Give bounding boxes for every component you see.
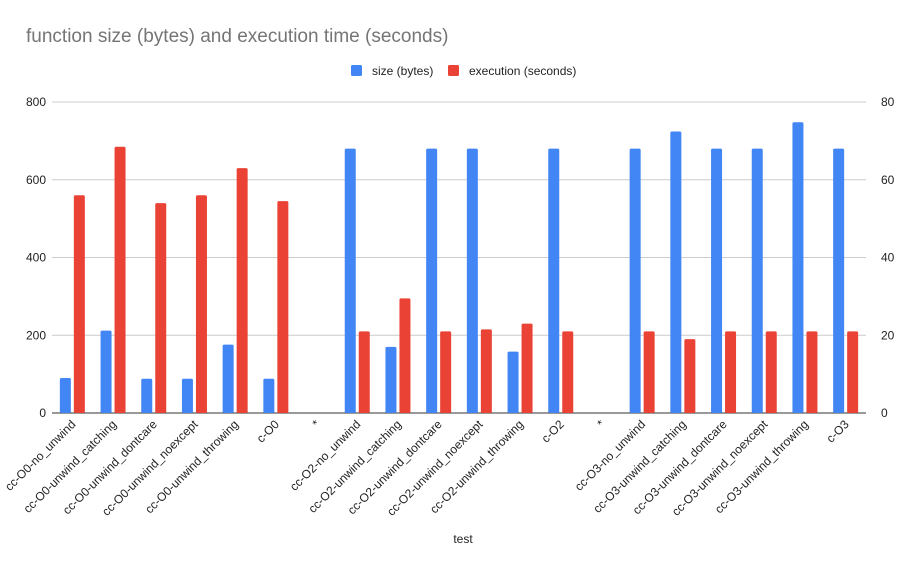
x-tick-label: * — [309, 417, 322, 430]
right-tick-label: 20 — [881, 328, 895, 342]
bar-execution-seconds — [521, 323, 533, 413]
bar-size-bytes — [629, 148, 641, 413]
bar-execution-seconds — [358, 331, 370, 413]
bar-size-bytes — [426, 148, 438, 413]
bar-size-bytes — [181, 378, 193, 413]
x-tick-label: * — [594, 417, 607, 430]
left-tick-label: 600 — [26, 173, 46, 187]
bar-size-bytes — [833, 148, 845, 413]
right-tick-label: 60 — [881, 173, 895, 187]
left-tick-label: 200 — [26, 328, 46, 342]
legend: size (bytes) execution (seconds) — [351, 64, 576, 78]
bar-execution-seconds — [73, 195, 85, 413]
bar-size-bytes — [100, 330, 112, 413]
bar-size-bytes — [344, 148, 356, 413]
x-tick-label: c-O2 — [539, 417, 568, 446]
legend-label: size (bytes) — [372, 64, 433, 78]
bar-execution-seconds — [643, 331, 655, 413]
bar-size-bytes — [670, 131, 682, 414]
bar-size-bytes — [263, 378, 275, 413]
bars — [59, 122, 859, 414]
bar-size-bytes — [385, 346, 397, 413]
right-tick-label: 80 — [881, 95, 895, 109]
x-axis-ticks: cc-O0-no_unwindcc-O0-unwind_catchingcc-O… — [2, 417, 852, 519]
left-axis-ticks: 0 200 400 600 800 — [26, 95, 46, 420]
left-tick-label: 400 — [26, 251, 46, 265]
right-tick-label: 0 — [881, 406, 888, 420]
bar-execution-seconds — [480, 329, 492, 413]
right-tick-label: 40 — [881, 251, 895, 265]
bar-execution-seconds — [847, 331, 859, 413]
bar-size-bytes — [466, 148, 478, 413]
bar-execution-seconds — [236, 168, 248, 413]
bar-execution-seconds — [277, 201, 289, 413]
bar-execution-seconds — [562, 331, 574, 413]
bar-size-bytes — [548, 148, 560, 413]
bar-execution-seconds — [684, 339, 696, 413]
bar-execution-seconds — [195, 195, 207, 413]
legend-label: execution (seconds) — [469, 64, 576, 78]
bar-size-bytes — [711, 148, 723, 413]
bar-size-bytes — [792, 122, 804, 413]
bar-execution-seconds — [725, 331, 737, 413]
bar-execution-seconds — [806, 331, 818, 413]
x-tick-label: cc-O0-no_unwind — [2, 417, 78, 493]
x-tick-label: c-O3 — [823, 417, 852, 446]
bar-size-bytes — [751, 148, 763, 413]
legend-swatch — [448, 65, 459, 76]
left-tick-label: 800 — [26, 95, 46, 109]
bar-execution-seconds — [399, 298, 411, 413]
bar-execution-seconds — [440, 331, 452, 413]
bar-size-bytes — [507, 351, 519, 413]
bar-execution-seconds — [155, 203, 167, 413]
bar-execution-seconds — [765, 331, 777, 413]
bar-execution-seconds — [114, 146, 126, 414]
x-tick-label: cc-O2-no_unwind — [287, 417, 363, 493]
bar-size-bytes — [141, 378, 153, 413]
bar-size-bytes — [222, 344, 234, 413]
bar-size-bytes — [59, 378, 71, 413]
chart-title: function size (bytes) and execution time… — [26, 26, 448, 47]
gridlines — [52, 101, 866, 414]
x-axis-title: test — [453, 532, 473, 546]
legend-swatch — [351, 65, 362, 76]
left-tick-label: 0 — [39, 406, 46, 420]
x-tick-label: cc-O3-no_unwind — [572, 417, 648, 493]
right-axis-ticks: 0 20 40 60 80 — [881, 95, 895, 420]
x-tick-label: c-O0 — [254, 417, 283, 446]
